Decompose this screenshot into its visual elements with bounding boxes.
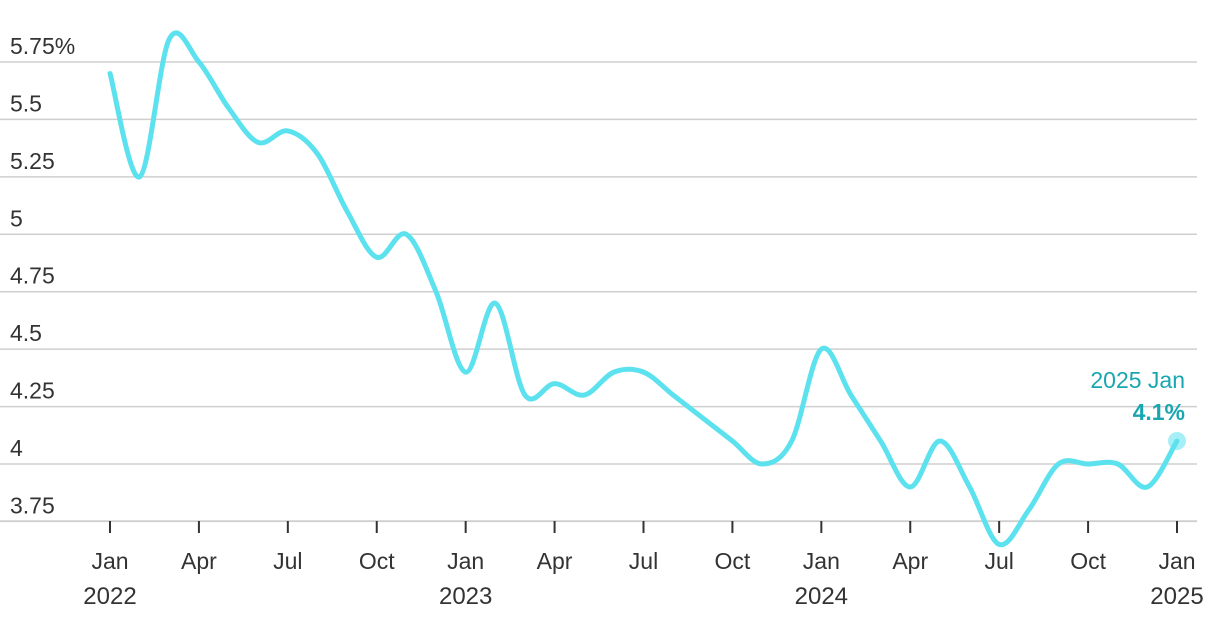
y-tick-label: 5.25	[10, 148, 55, 174]
x-tick-label: Oct	[715, 548, 751, 574]
x-tick-label: Apr	[181, 548, 217, 574]
y-tick-label: 4	[10, 435, 23, 461]
y-axis-tick-labels: 5.75% 5.5 5.25 5 4.75 4.5 4.25 4 3.75	[10, 33, 75, 518]
y-tick-label: 4.25	[10, 378, 55, 404]
end-point-marker	[1168, 432, 1186, 451]
annotation-date-label: 2025 Jan	[1090, 367, 1185, 393]
series-layer	[107, 30, 1180, 548]
x-tick-label: Jan	[447, 548, 484, 574]
x-tick-year-label: 2025	[1150, 583, 1203, 610]
x-tick-label: Apr	[892, 548, 928, 574]
x-tick-label: Jan	[1158, 548, 1195, 574]
x-axis: Jan 2022 Apr Jul Oct Jan 2023 Apr Jul Oct Jan 2024 A…	[83, 521, 1204, 610]
end-annotation: 2025 Jan 4.1%	[1090, 367, 1186, 451]
y-tick-label: 5	[10, 205, 23, 231]
x-tick-label: Jul	[273, 548, 302, 574]
annotation-value-label: 4.1%	[1133, 399, 1185, 425]
x-tick-label: Jul	[629, 548, 658, 574]
x-tick-year-label: 2022	[83, 583, 136, 610]
x-tick-label: Apr	[537, 548, 573, 574]
series-line	[107, 30, 1180, 548]
y-tick-label: 4.5	[10, 320, 42, 346]
x-tick-label: Oct	[359, 548, 395, 574]
x-tick-year-label: 2024	[795, 583, 848, 610]
x-tick-label: Jan	[91, 548, 128, 574]
grid-lines	[0, 61, 1197, 523]
x-tick-label: Jul	[984, 548, 1013, 574]
x-tick-label: Oct	[1070, 548, 1106, 574]
y-tick-label: 5.5	[10, 90, 42, 116]
y-tick-label: 3.75	[10, 492, 55, 518]
x-tick-label: Jan	[803, 548, 840, 574]
y-tick-label: 4.75	[10, 263, 55, 289]
y-tick-label: 5.75%	[10, 33, 75, 59]
x-tick-year-label: 2023	[439, 583, 492, 610]
